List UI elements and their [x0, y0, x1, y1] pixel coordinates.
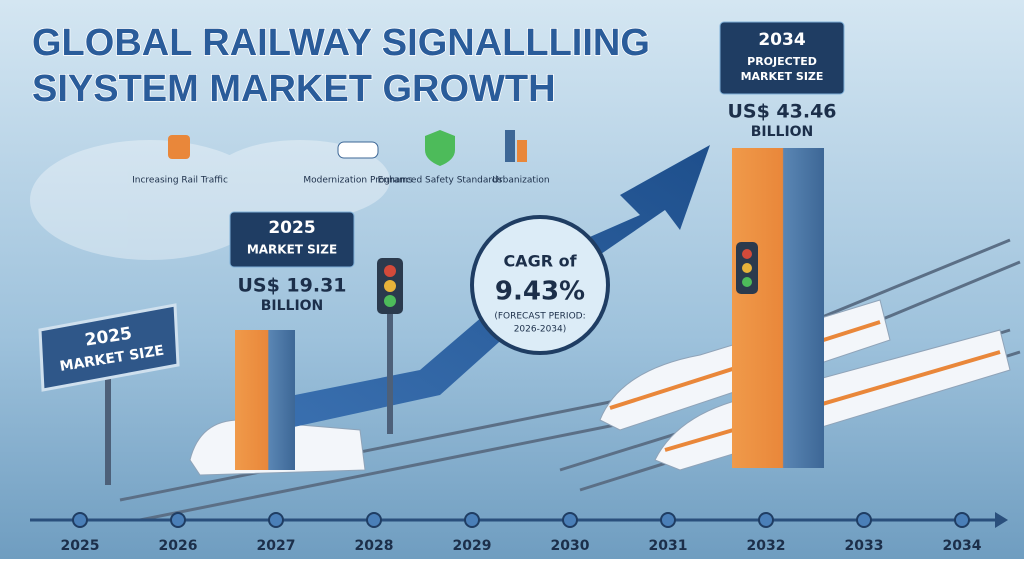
timeline-dot	[856, 512, 872, 528]
start-value: US$ 19.31	[237, 275, 346, 297]
timeline-year: 2029	[453, 538, 492, 554]
box-2034	[719, 21, 845, 95]
timeline-dot	[366, 512, 382, 528]
box-2025	[229, 211, 355, 268]
tower-2034	[732, 148, 824, 468]
timeline-year: 2028	[355, 538, 394, 554]
timeline-dot	[268, 512, 284, 528]
driver-label: Increasing Rail Traffic	[132, 176, 228, 186]
start-year: 2025	[268, 218, 315, 238]
end-label: MARKET SIZE	[741, 70, 824, 83]
timeline-year: 2034	[943, 538, 982, 554]
driver-label: Enhanced Safety Standards	[378, 176, 503, 186]
cagr-value: 9.43%	[495, 277, 585, 307]
timeline-dot	[660, 512, 676, 528]
timeline-year: 2025	[61, 538, 100, 554]
timeline-dot	[464, 512, 480, 528]
cagr-period: 2026-2034)	[514, 325, 567, 335]
timeline-year: 2031	[649, 538, 688, 554]
start-label: MARKET SIZE	[247, 243, 337, 257]
decor	[30, 140, 390, 260]
tower-2025	[235, 330, 295, 470]
timeline-year: 2032	[747, 538, 786, 554]
timeline-year: 2026	[159, 538, 198, 554]
cagr-circle	[470, 215, 610, 355]
timeline	[30, 512, 1008, 528]
start-unit: BILLION	[261, 298, 324, 314]
timeline-dot	[758, 512, 774, 528]
signpost	[38, 303, 180, 485]
timeline-year: 2033	[845, 538, 884, 554]
driver-icons	[168, 130, 527, 166]
timeline-year: 2030	[551, 538, 590, 554]
end-label: PROJECTED	[747, 55, 817, 68]
end-unit: BILLION	[751, 124, 814, 140]
cagr-period: (FORECAST PERIOD:	[494, 312, 585, 322]
timeline-dot	[72, 512, 88, 528]
title-line: GLOBAL RAILWAY SIGNALLLIING	[32, 22, 650, 64]
driver-label: Urbanization	[492, 176, 549, 186]
end-value: US$ 43.46	[727, 101, 836, 123]
traffic-lights	[377, 242, 758, 434]
timeline-dot	[562, 512, 578, 528]
timeline-dot	[170, 512, 186, 528]
title-line: SIYSTEM MARKET GROWTH	[32, 68, 556, 110]
timeline-year: 2027	[257, 538, 296, 554]
driver-label: Modernization Programs	[303, 176, 413, 186]
cagr-label: CAGR of	[503, 252, 577, 271]
growth-arrow	[270, 145, 710, 430]
timeline-dot	[954, 512, 970, 528]
end-year: 2034	[758, 30, 805, 50]
